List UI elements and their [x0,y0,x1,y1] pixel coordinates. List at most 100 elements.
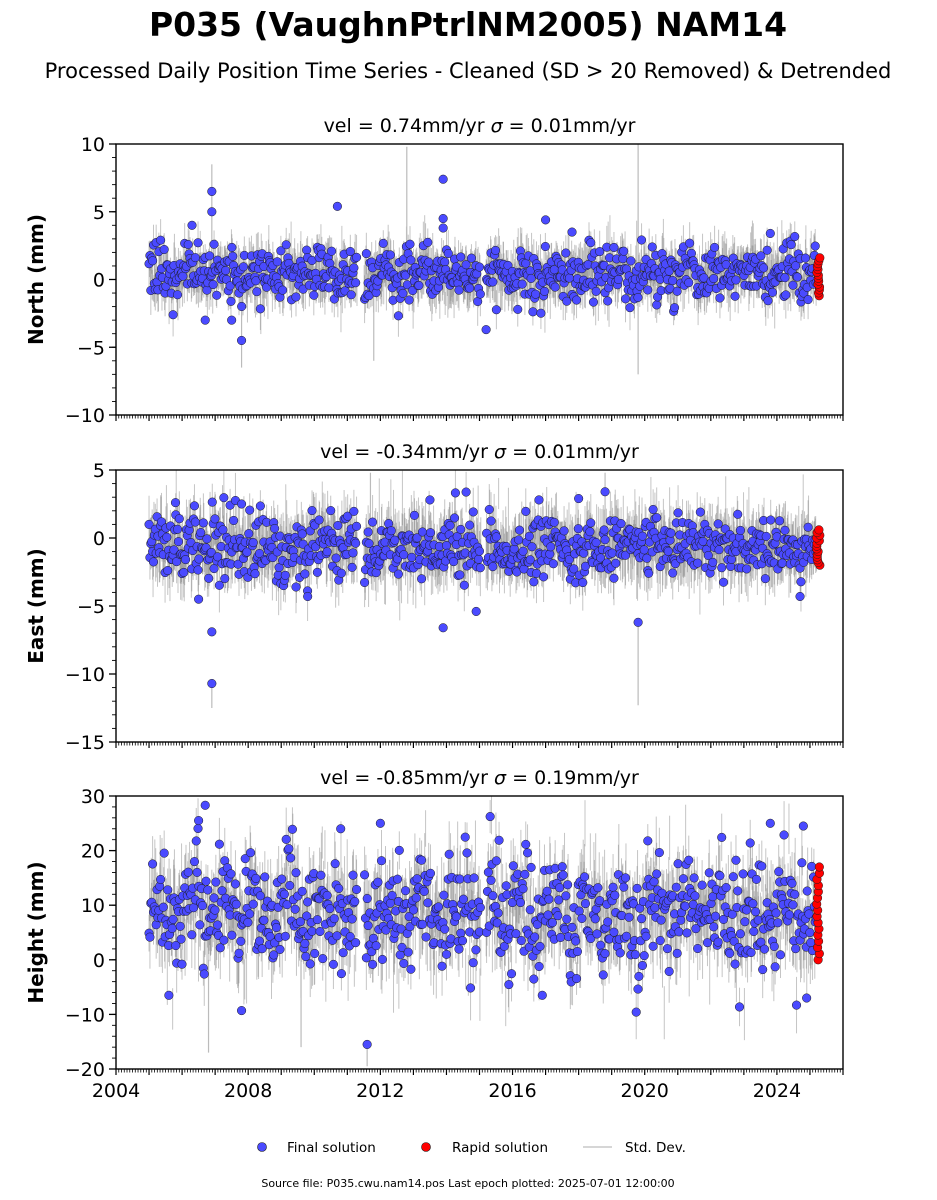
final-solution-point [471,606,481,616]
final-solution-point [792,272,802,282]
final-solution-point [181,555,191,565]
final-solution-point [491,532,501,542]
final-solution-point [450,488,460,498]
final-solution-point [347,562,357,572]
final-solution-point [440,257,450,267]
final-solution-point [599,525,609,535]
final-solution-point [322,547,332,557]
final-solution-point [255,501,265,511]
final-solution-point [409,510,419,520]
final-solution-point [438,174,448,184]
final-solution-point [445,520,455,531]
final-solution-point [309,290,319,300]
final-solution-point [513,304,523,314]
final-solution-point [169,545,179,555]
final-solution-point [386,526,396,536]
final-solution-point [227,315,237,325]
final-solution-point [229,515,239,526]
final-solution-point [514,535,524,545]
final-solution-point [669,303,680,313]
final-solution-point [314,515,324,525]
final-solution-point [183,239,193,250]
final-solution-point [796,577,806,587]
final-solution-point [190,253,200,263]
final-solution-point [759,263,769,273]
final-solution-point [327,246,337,256]
y-tick-label: −10 [65,405,105,427]
final-solution-point [364,538,374,548]
final-solution-point [343,511,353,521]
panel-north: vel = 0.74mm/yr σ = 0.01mm/yr North (mm) −… [24,115,844,427]
final-solution-point [398,288,408,298]
final-solution-point [715,293,725,303]
final-solution-point [218,525,228,535]
final-solution-point [710,242,720,252]
final-solution-point [698,536,708,546]
final-solution-point [600,535,610,545]
final-solution-point [708,557,718,567]
final-solution-point [709,273,719,284]
final-solution-point [349,506,359,516]
final-solution-point [207,497,217,507]
final-solution-point [336,568,346,578]
y-tick-label: 5 [93,460,105,482]
final-solution-point [647,242,657,252]
final-solution-point [452,532,462,542]
final-solution-point [244,529,254,539]
final-solution-point [777,558,787,568]
final-solution-point [300,569,310,579]
final-solution-point [668,276,678,286]
final-solution-point [762,245,772,255]
final-solution-point [148,256,158,266]
final-solution-point [648,504,658,515]
final-solution-point [307,506,317,516]
final-solution-point [326,506,336,516]
final-solution-point [270,523,280,534]
final-solution-point [228,251,238,261]
final-solution-point [586,238,596,248]
final-solution-point [673,508,683,518]
final-solution-point [205,251,215,261]
final-solution-point [474,262,485,272]
final-solution-point [484,504,494,515]
final-solution-point [250,569,260,579]
final-solution-point [200,315,210,325]
final-solution-point [212,290,222,300]
final-solution-point [488,277,498,287]
final-solution-point [663,546,673,556]
final-solution-point [731,275,741,285]
final-solution-point [514,525,525,535]
final-solution-point [684,278,694,288]
final-solution-point [620,294,631,304]
final-solution-point [438,213,448,224]
final-solution-point [531,289,541,299]
final-solution-point [488,562,498,572]
final-solution-point [742,564,752,574]
final-solution-point [281,240,291,250]
final-solution-point [525,555,535,565]
final-solution-point [559,526,569,536]
final-solution-point [695,507,705,517]
final-solution-point [619,246,629,256]
y-tick-label: −5 [77,337,105,359]
final-solution-point [393,569,403,579]
final-solution-point [588,297,599,307]
final-solution-point [541,215,551,225]
final-solution-point [352,252,362,262]
final-solution-point [518,546,528,556]
final-solution-point [810,241,820,251]
final-solution-point [245,505,255,515]
final-solution-point [666,528,676,538]
final-solution-point [455,570,465,580]
final-solution-point [272,257,282,267]
final-solution-point [213,552,223,562]
final-solution-point [349,263,359,273]
final-solution-point [637,531,647,541]
final-solution-point [573,524,583,534]
final-solution-point [438,623,448,633]
final-solution-point [173,537,183,547]
final-solution-point [652,300,662,310]
final-solution-point [219,493,229,503]
final-solution-point [521,506,531,516]
final-solution-point [626,256,636,266]
